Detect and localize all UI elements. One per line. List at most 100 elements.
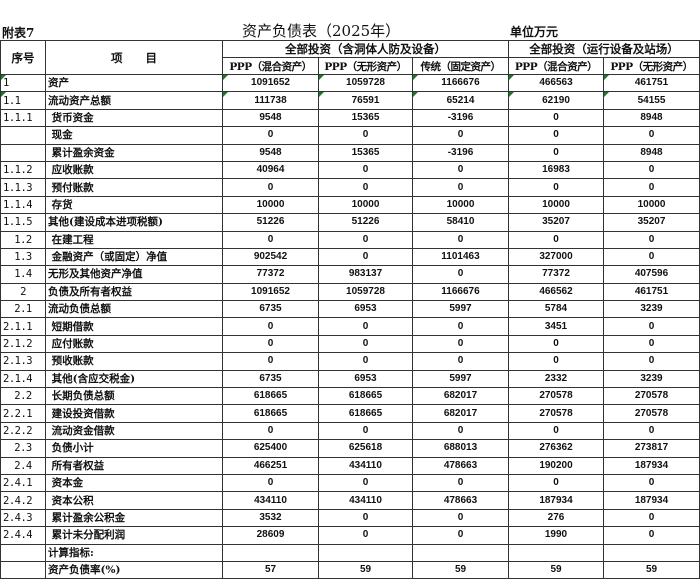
value-cell: 77372 (222, 265, 319, 284)
value-cell: 270578 (603, 387, 700, 406)
value-cell: 10000 (412, 195, 509, 215)
header-seq: 序号 (0, 40, 46, 75)
value-cell: 28609 (222, 526, 319, 545)
value-cell: 0 (603, 421, 700, 441)
value-cell: 466562 (508, 282, 604, 302)
row-item: 预付账款 (45, 178, 223, 197)
value-cell: 6735 (222, 369, 319, 389)
value-cell: 5784 (508, 300, 604, 319)
value-cell: 0 (508, 230, 604, 249)
table-row: 2.2.2 流动资金借款 0 0 0 0 0 (0, 421, 700, 441)
value-cell: 0 (222, 334, 319, 354)
value-cell: 54155 (603, 91, 700, 110)
table-row: 2.1 流动负债总额 6735 6953 5997 5784 3239 (0, 300, 700, 319)
row-seq: 1.2 (0, 230, 46, 249)
value-cell: 0 (603, 473, 700, 493)
value-cell: 5997 (412, 369, 509, 389)
value-cell: 0 (318, 178, 413, 197)
value-cell: 478663 (412, 491, 509, 510)
page-title: 资产负债表（2025年） (242, 22, 401, 40)
value-cell (412, 543, 509, 562)
row-item: 累计盈余资金 (45, 143, 223, 162)
header-group-2: 全部投资（运行设备及站场） (508, 40, 700, 58)
value-cell: 625618 (318, 439, 413, 458)
value-cell: 434110 (318, 456, 413, 475)
value-cell: 3451 (508, 317, 604, 336)
table-row: 累计盈余资金 9548 15365 -3196 0 8948 (0, 143, 700, 162)
table-row: 1.1.4 存货 10000 10000 10000 10000 10000 (0, 195, 700, 215)
value-cell: 0 (318, 508, 413, 528)
value-cell: 187934 (508, 491, 604, 510)
value-cell: 59 (508, 560, 604, 580)
table-row: 计算指标: (0, 543, 700, 562)
value-cell: 270578 (508, 387, 604, 406)
value-cell: 1166676 (412, 282, 509, 302)
value-cell: 618665 (222, 387, 319, 406)
value-cell: 461751 (603, 282, 700, 302)
row-seq: 2.1.3 (0, 352, 46, 371)
value-cell: 466251 (222, 456, 319, 475)
row-item: 负债及所有者权益 (45, 282, 223, 302)
value-cell: 0 (508, 143, 604, 162)
value-cell: 59 (412, 560, 509, 580)
value-cell: 0 (603, 508, 700, 528)
table-row: 1.1.5 其他(建设成本进项税额) 51226 51226 58410 35207 352… (0, 213, 700, 232)
value-cell: 0 (508, 178, 604, 197)
value-cell: 3239 (603, 300, 700, 319)
row-item: 计算指标: (45, 543, 223, 562)
header-col: PPP（混合资产） (508, 57, 604, 75)
value-cell: 407596 (603, 265, 700, 284)
row-item: 预收账款 (45, 352, 223, 371)
value-cell: 682017 (412, 404, 509, 423)
row-seq: 2.4 (0, 456, 46, 475)
value-cell: 0 (412, 473, 509, 493)
value-cell: 40964 (222, 160, 319, 180)
value-cell: 0 (222, 352, 319, 371)
value-cell: 0 (603, 317, 700, 336)
row-seq: 2.2 (0, 387, 46, 406)
table-row: 2.4 所有者权益 466251 434110 478663 190200 187934 (0, 456, 700, 475)
row-item: 资本公积 (45, 491, 223, 510)
table-row: 2.2.1 建设投资借款 618665 618665 682017 270578 2705… (0, 404, 700, 423)
value-cell: 10000 (318, 195, 413, 215)
value-cell: 0 (318, 230, 413, 249)
header-col: PPP（无形资产） (603, 57, 700, 75)
value-cell: 1166676 (412, 73, 509, 93)
value-cell: 9548 (222, 108, 319, 128)
row-item: 负债小计 (45, 439, 223, 458)
value-cell: 276 (508, 508, 604, 528)
value-cell: 0 (412, 178, 509, 197)
value-cell: -3196 (412, 143, 509, 162)
table-row: 1.2 在建工程 0 0 0 0 0 (0, 230, 700, 249)
value-cell: 0 (412, 421, 509, 441)
value-cell: 0 (603, 230, 700, 249)
row-seq: 1.1.3 (0, 178, 46, 197)
row-item: 所有者权益 (45, 456, 223, 475)
value-cell: 77372 (508, 265, 604, 284)
row-seq: 2.3 (0, 439, 46, 458)
value-cell: 0 (603, 160, 700, 180)
row-item: 长期负债总额 (45, 387, 223, 406)
value-cell: 0 (412, 160, 509, 180)
row-item: 流动资产总额 (45, 91, 223, 110)
value-cell: 57 (222, 560, 319, 580)
row-item: 建设投资借款 (45, 404, 223, 423)
value-cell: 0 (508, 473, 604, 493)
value-cell: 270578 (508, 404, 604, 423)
row-seq: 2.4.2 (0, 491, 46, 510)
value-cell: 0 (318, 473, 413, 493)
value-cell: 618665 (222, 404, 319, 423)
row-item: 流动负债总额 (45, 300, 223, 319)
value-cell: 51226 (222, 213, 319, 232)
row-item: 流动资金借款 (45, 421, 223, 441)
row-seq: 1.1.2 (0, 160, 46, 180)
value-cell: 0 (318, 334, 413, 354)
table-row: 1.4 无形及其他资产净值 77372 983137 0 77372 407596 (0, 265, 700, 284)
value-cell: 0 (603, 126, 700, 145)
row-seq: 2.4.3 (0, 508, 46, 528)
table-row: 1.1 流动资产总额 111738 76591 65214 62190 54155 (0, 91, 700, 110)
row-item: 无形及其他资产净值 (45, 265, 223, 284)
value-cell: 478663 (412, 456, 509, 475)
value-cell: 5997 (412, 300, 509, 319)
table-row: 资产负债率(%) 57 59 59 59 59 (0, 560, 700, 580)
